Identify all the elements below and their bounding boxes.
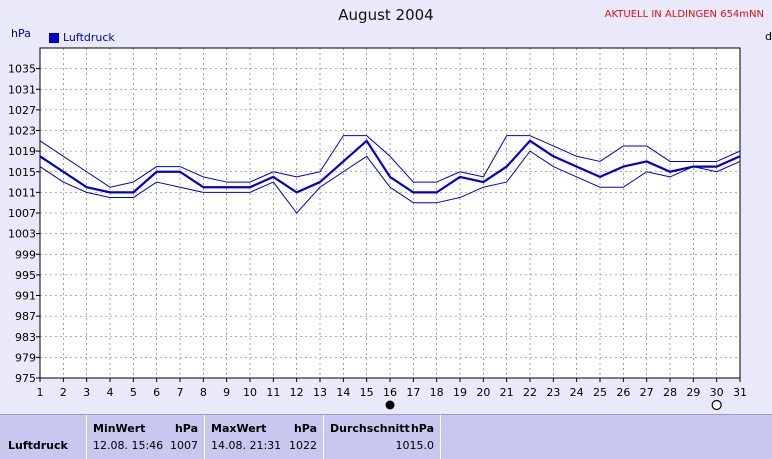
- x-tick-label: 29: [686, 386, 700, 399]
- max-value: 1022: [289, 439, 317, 452]
- pressure-chart: 9759799839879919959991003100710111015101…: [8, 47, 747, 411]
- footer-max-col: MaxWert hPa 14.08. 21:31 1022: [205, 415, 324, 459]
- x-tick-label: 21: [500, 386, 514, 399]
- y-tick-label: 995: [15, 269, 36, 282]
- x-tick-label: 13: [313, 386, 327, 399]
- y-tick-label: 1031: [8, 83, 36, 96]
- x-tick-label: 7: [177, 386, 184, 399]
- y-tick-label: 999: [15, 248, 36, 261]
- footer-min-col: MinWert hPa 12.08. 15:46 1007: [87, 415, 205, 459]
- legend-label: Luftdruck: [63, 31, 115, 44]
- x-tick-label: 30: [710, 386, 724, 399]
- x-tick-label: 5: [130, 386, 137, 399]
- x-tick-label: 15: [360, 386, 374, 399]
- y-tick-label: 1019: [8, 145, 36, 158]
- stats-footer: Luftdruck MinWert hPa 12.08. 15:46 1007 …: [0, 414, 772, 459]
- max-header: MaxWert: [211, 422, 267, 435]
- y-tick-label: 983: [15, 331, 36, 344]
- footer-row-label: Luftdruck: [8, 439, 68, 452]
- min-unit: hPa: [174, 422, 198, 435]
- new-moon-marker: [711, 399, 722, 411]
- series-line-min: [39, 150, 741, 214]
- x-tick-label: 2: [60, 386, 67, 399]
- x-tick-label: 9: [223, 386, 230, 399]
- location-label: AKTUELL IN ALDINGEN 654mNN: [604, 9, 764, 20]
- min-time: 12.08. 15:46: [93, 439, 164, 452]
- y-tick-label: 987: [15, 310, 36, 323]
- y-tick-label: 975: [15, 372, 36, 385]
- y-axis-unit: hPa: [11, 27, 31, 40]
- y-tick-label: 1035: [8, 63, 36, 76]
- x-tick-label: 10: [243, 386, 257, 399]
- x-tick-label: 27: [640, 386, 654, 399]
- series-line-mean: [39, 139, 741, 194]
- avg-header: Durchschnitt: [330, 422, 410, 435]
- y-tick-label: 1023: [8, 125, 36, 138]
- x-tick-label: 26: [616, 386, 630, 399]
- y-tick-label: 1027: [8, 104, 36, 117]
- x-tick-label: 3: [83, 386, 90, 399]
- truncated-label: d: [765, 30, 772, 43]
- x-tick-label: 8: [200, 386, 207, 399]
- x-tick-label: 18: [430, 386, 444, 399]
- x-tick-label: 31: [733, 386, 747, 399]
- x-tick-label: 23: [546, 386, 560, 399]
- x-tick-label: 25: [593, 386, 607, 399]
- legend: Luftdruck: [49, 31, 115, 44]
- x-tick-label: 19: [453, 386, 467, 399]
- y-tick-label: 1003: [8, 228, 36, 241]
- y-tick-label: 1007: [8, 207, 36, 220]
- min-value: 1007: [170, 439, 198, 452]
- max-time: 14.08. 21:31: [211, 439, 282, 452]
- x-tick-label: 28: [663, 386, 677, 399]
- x-tick-label: 22: [523, 386, 537, 399]
- full-moon-marker: [385, 400, 395, 410]
- series-line-max: [39, 135, 741, 188]
- legend-swatch: [49, 32, 59, 43]
- x-tick-label: 20: [476, 386, 490, 399]
- min-header: MinWert: [93, 422, 146, 435]
- x-tick-label: 11: [266, 386, 280, 399]
- y-tick-label: 979: [15, 351, 36, 364]
- x-tick-label: 16: [383, 386, 397, 399]
- avg-unit: hPa: [410, 422, 434, 435]
- plot-frame: [39, 47, 741, 379]
- footer-avg-col: Durchschnitt hPa 1015.0: [324, 415, 441, 459]
- chart-title: August 2004: [338, 6, 434, 24]
- y-tick-label: 1011: [8, 186, 36, 199]
- avg-value: 1015.0: [395, 439, 435, 452]
- footer-label-col: Luftdruck: [0, 415, 87, 459]
- x-tick-label: 12: [290, 386, 304, 399]
- x-tick-label: 24: [570, 386, 584, 399]
- y-tick-label: 991: [15, 290, 36, 303]
- x-tick-label: 1: [37, 386, 44, 399]
- x-tick-label: 6: [153, 386, 160, 399]
- x-tick-label: 17: [406, 386, 420, 399]
- x-tick-label: 4: [107, 386, 114, 399]
- max-unit: hPa: [293, 422, 317, 435]
- x-tick-label: 14: [336, 386, 350, 399]
- y-tick-label: 1015: [8, 166, 36, 179]
